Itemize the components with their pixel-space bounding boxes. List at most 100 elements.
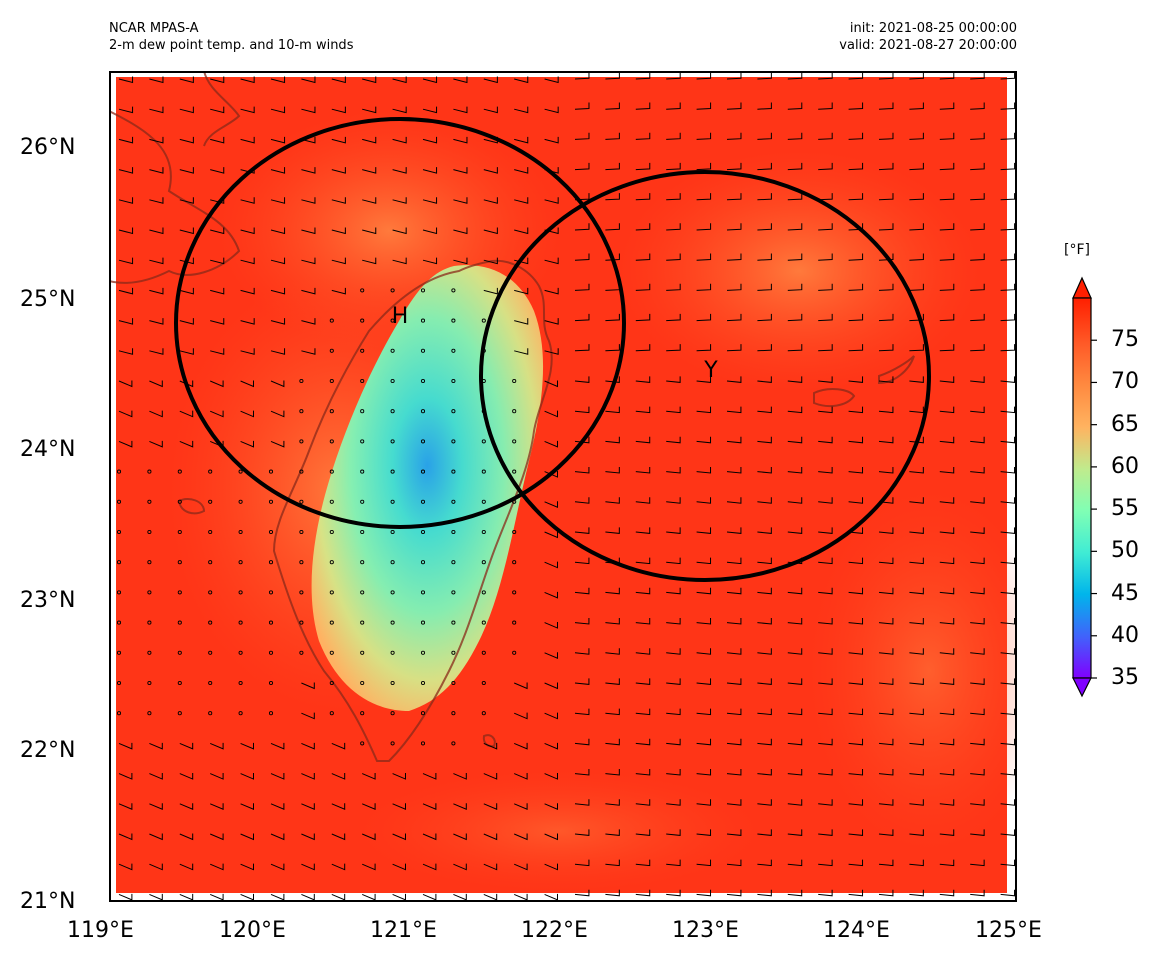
- wind-barb: [1000, 132, 1016, 140]
- wind-barb: [544, 712, 558, 720]
- calm-wind-marker: [512, 409, 517, 414]
- wind-barb: [878, 527, 894, 534]
- wind-barb: [635, 193, 651, 201]
- wind-barb: [179, 227, 194, 235]
- colorbar-tick-label: 75: [1111, 327, 1139, 353]
- wind-barb: [696, 132, 712, 140]
- wind-barb: [726, 466, 742, 474]
- calm-wind-marker: [177, 620, 182, 625]
- wind-barb: [331, 773, 346, 780]
- wind-barb: [970, 768, 985, 776]
- wind-barb: [301, 833, 315, 841]
- wind-barb: [787, 799, 803, 806]
- wind-barb: [574, 102, 590, 110]
- wind-barb: [970, 72, 985, 80]
- wind-barb: [301, 136, 316, 144]
- wind-barb: [909, 376, 924, 383]
- wind-barb: [878, 466, 894, 474]
- wind-barb: [848, 497, 864, 504]
- wind-barb: [939, 132, 955, 140]
- wind-barb: [848, 376, 864, 383]
- wind-barb: [726, 648, 742, 655]
- wind-barb: [544, 501, 558, 509]
- wind-barb: [331, 197, 346, 204]
- model-name: NCAR MPAS-A: [109, 21, 199, 36]
- calm-wind-marker: [451, 378, 456, 384]
- wind-barb: [422, 803, 437, 811]
- wind-barb: [453, 197, 468, 204]
- wind-barb: [544, 380, 558, 388]
- calm-wind-marker: [208, 469, 213, 474]
- wind-barb: [696, 708, 712, 716]
- wind-barb: [483, 106, 498, 114]
- wind-barb: [909, 313, 924, 322]
- wind-barb: [818, 102, 833, 110]
- wind-barb: [848, 193, 864, 201]
- wind-barb: [210, 410, 224, 418]
- wind-barb: [270, 348, 286, 355]
- wind-barb: [240, 803, 254, 811]
- wind-barb: [574, 466, 590, 474]
- wind-barb: [970, 223, 985, 231]
- colorbar-tick-label: 70: [1111, 369, 1139, 395]
- wind-barb: [939, 253, 955, 261]
- wind-barb: [605, 406, 620, 414]
- wind-barb: [1000, 102, 1016, 110]
- lat-label-26: 26°N: [20, 135, 76, 160]
- wind-barb: [970, 738, 985, 746]
- calm-wind-marker: [116, 650, 122, 655]
- map-panel: H Y: [109, 71, 1017, 902]
- wind-barb: [574, 617, 590, 625]
- wind-barb: [787, 283, 803, 291]
- wind-barb: [848, 648, 864, 655]
- wind-barb: [666, 768, 681, 776]
- calm-wind-marker: [299, 469, 304, 474]
- wind-barb: [605, 678, 620, 685]
- wind-barb: [939, 436, 955, 444]
- wind-barb: [757, 406, 772, 414]
- wind-barb: [483, 803, 498, 811]
- colorbar-tick-label: 65: [1111, 411, 1139, 437]
- wind-barb: [574, 497, 590, 504]
- calm-wind-marker: [177, 711, 182, 716]
- wind-barb: [574, 557, 590, 565]
- wind-barb: [787, 193, 803, 201]
- calm-wind-marker: [299, 439, 304, 444]
- wind-barb: [1000, 768, 1016, 776]
- calm-wind-marker: [208, 711, 213, 716]
- wind-barb: [392, 76, 407, 84]
- calm-wind-marker: [481, 650, 486, 655]
- wind-barb: [574, 344, 590, 352]
- wind-barb: [757, 102, 772, 110]
- wind-barb: [878, 799, 894, 806]
- wind-barb: [392, 106, 407, 114]
- wind-barb: [149, 863, 163, 871]
- wind-barb: [574, 253, 590, 261]
- wind-barb: [909, 799, 924, 806]
- calm-wind-marker: [116, 620, 122, 625]
- wind-barb: [453, 863, 467, 871]
- wind-barb: [696, 344, 712, 352]
- wind-barb: [878, 72, 894, 80]
- wind-barb: [757, 283, 772, 291]
- calm-wind-marker: [451, 680, 456, 686]
- wind-barb: [210, 773, 224, 780]
- wind-barb: [270, 76, 286, 84]
- wind-barb: [696, 527, 712, 534]
- wind-barb: [787, 859, 803, 867]
- calm-wind-marker: [420, 560, 426, 565]
- wind-barb: [787, 617, 803, 625]
- calm-wind-marker: [481, 529, 486, 535]
- calm-wind-marker: [268, 620, 274, 625]
- calm-wind-marker: [420, 439, 426, 444]
- calm-wind-marker: [451, 620, 456, 625]
- calm-wind-marker: [147, 590, 152, 595]
- wind-barb: [453, 773, 467, 780]
- wind-barb: [757, 768, 772, 776]
- wind-barb: [909, 162, 924, 171]
- wind-barb: [818, 889, 833, 897]
- wind-barb: [666, 193, 681, 201]
- calm-wind-marker: [451, 469, 456, 474]
- wind-barb: [514, 863, 528, 871]
- wind-barb: [179, 318, 194, 325]
